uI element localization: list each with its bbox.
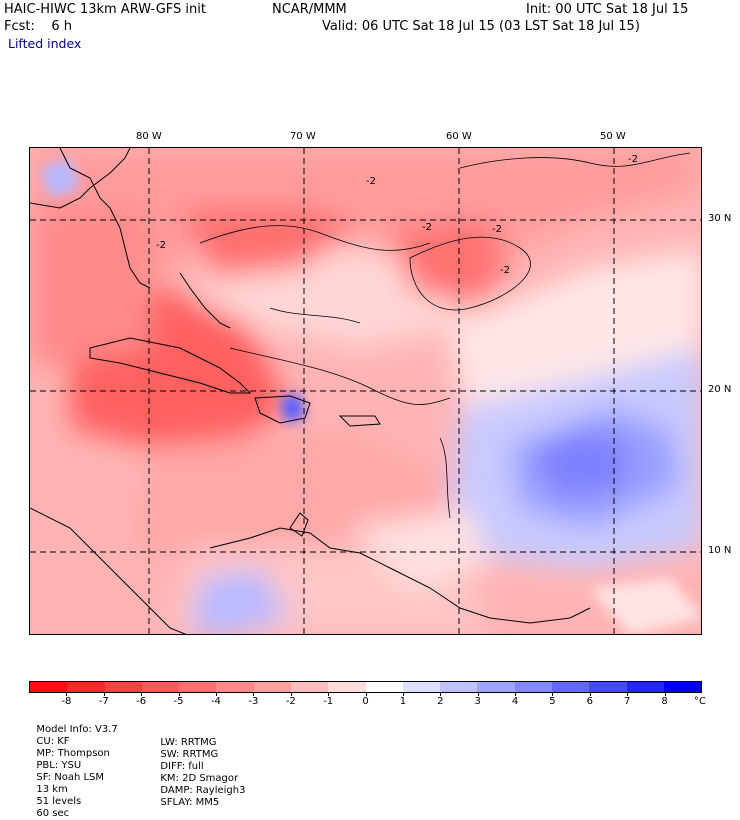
colorbar-tick-label: -4 — [210, 696, 221, 707]
colorbar-swatch — [104, 682, 142, 692]
colorbar-swatch — [440, 682, 478, 692]
lat-lon-grid — [30, 148, 701, 634]
colorbar-tick-mark — [627, 692, 629, 696]
lat-label-30n: 30 N — [708, 213, 732, 224]
field-shading — [30, 148, 701, 634]
footer-mp: MP: Thompson — [36, 748, 110, 759]
contour-label: -2 — [156, 240, 166, 251]
colorbar-tick-label: 1 — [399, 696, 407, 707]
colorbar-tick-mark — [328, 692, 330, 696]
colorbar-tick-label: -6 — [136, 696, 147, 707]
footer-cu: CU: KF — [36, 736, 70, 747]
colorbar-tick-mark — [664, 692, 666, 696]
colorbar-tick-label: -8 — [61, 696, 72, 707]
field-name: Lifted index — [8, 36, 82, 51]
colorbar-swatch — [141, 682, 180, 692]
colorbar-swatch — [67, 682, 105, 692]
colorbar-tick-mark — [215, 692, 217, 696]
contour-label: -2 — [422, 222, 432, 233]
colorbar-tick-mark — [440, 692, 442, 696]
colorbar-tick-label: 6 — [586, 696, 594, 707]
org-label: NCAR/MMM — [272, 2, 347, 17]
colorbar-swatch — [253, 682, 291, 692]
contour-label: -2 — [628, 154, 638, 165]
colorbar-tick-label: 8 — [661, 696, 668, 707]
lon-label-70w: 70 W — [290, 131, 316, 142]
colorbar-tick-mark — [589, 692, 591, 696]
lifted-index-map: -2 -2 -2 -2 -2 -2 — [29, 147, 702, 635]
colorbar-swatch — [551, 682, 590, 692]
contour-labels: -2 -2 -2 -2 -2 -2 — [156, 154, 638, 276]
colorbar-tick-mark — [402, 692, 404, 696]
colorbar-swatch — [30, 682, 68, 692]
colorbar-tick-mark — [178, 692, 180, 696]
colorbar-tick-mark — [552, 692, 554, 696]
footer-model-info: Model Info: V3.7 — [36, 724, 118, 735]
colorbar-tick-label: -1 — [323, 696, 334, 707]
colorbar-tick-label: 2 — [437, 696, 444, 707]
colorbar-unit: °C — [694, 696, 706, 707]
colorbar-tick-label: 7 — [624, 696, 631, 707]
footer-sf: SF: Noah LSM — [36, 772, 105, 783]
colorbar-tick-label: -7 — [98, 696, 109, 707]
colorbar-tick-label: -5 — [173, 696, 184, 707]
colorbar-swatch — [216, 682, 254, 692]
colorbar-swatch — [589, 682, 627, 692]
colorbar-tick-label: -2 — [285, 696, 296, 707]
colorbar-swatch — [179, 682, 217, 692]
lat-label-20n: 20 N — [708, 384, 732, 395]
footer-lw: LW: RRTMG — [160, 737, 217, 748]
lon-label-80w: 80 W — [136, 131, 162, 142]
colorbar-swatch — [477, 682, 515, 692]
colorbar-tick-label: 5 — [549, 696, 556, 707]
colorbar-swatch — [663, 682, 702, 692]
colorbar-swatch — [514, 682, 552, 692]
colorbar-tick-mark — [515, 692, 517, 696]
colorbar-swatch — [626, 682, 664, 692]
lon-label-50w: 50 W — [600, 131, 626, 142]
footer-line-2: LW: RRTMG SW: RRTMG DIFF: full KM: 2D Sm… — [154, 725, 252, 809]
contours — [199, 152, 691, 519]
footer-levels: 51 levels — [36, 796, 82, 807]
colorbar-tick-label: -3 — [248, 696, 259, 707]
model-title: HAIC-HIWC 13km ARW-GFS init — [4, 2, 206, 17]
coastlines — [30, 148, 591, 634]
colorbar-tick-mark — [66, 692, 68, 696]
footer-damp: DAMP: Rayleigh3 — [160, 785, 246, 796]
colorbar-tick-mark — [253, 692, 255, 696]
footer-diff: DIFF: full — [160, 761, 204, 772]
colorbar-tick-label: 0 — [362, 696, 369, 707]
map-canvas: -2 -2 -2 -2 -2 -2 — [30, 148, 701, 634]
lon-label-60w: 60 W — [446, 131, 472, 142]
colorbar-swatch — [365, 682, 403, 692]
init-time: Init: 00 UTC Sat 18 Jul 15 — [526, 2, 689, 17]
contour-label: -2 — [492, 224, 502, 235]
footer-pbl: PBL: YSU — [36, 760, 82, 771]
footer-sw: SW: RRTMG — [160, 749, 219, 760]
footer-km: KM: 2D Smagor — [160, 773, 239, 784]
forecast-hour: Fcst: 6 h — [4, 19, 73, 34]
colorbar-tick-mark — [141, 692, 143, 696]
contour-label: -2 — [500, 265, 510, 276]
colorbar-tick-label: 4 — [511, 696, 519, 707]
colorbar-tick-mark — [290, 692, 292, 696]
contour-label: -2 — [366, 176, 376, 187]
colorbar-tick-mark — [365, 692, 367, 696]
colorbar-tick-mark — [477, 692, 479, 696]
colorbar-swatch — [328, 682, 366, 692]
footer-resolution: 13 km — [36, 784, 68, 795]
valid-time: Valid: 06 UTC Sat 18 Jul 15 (03 LST Sat … — [322, 19, 640, 34]
footer-line-1: Model Info: V3.7 CU: KF MP: Thompson PBL… — [30, 712, 134, 820]
colorbar-tick-label: 3 — [474, 696, 481, 707]
lat-label-10n: 10 N — [708, 545, 732, 556]
footer-timestep: 60 sec — [36, 808, 70, 819]
colorbar-swatch — [290, 682, 329, 692]
colorbar-tick-mark — [103, 692, 105, 696]
footer-sflay: SFLAY: MM5 — [160, 797, 220, 808]
colorbar-swatch — [402, 682, 441, 692]
